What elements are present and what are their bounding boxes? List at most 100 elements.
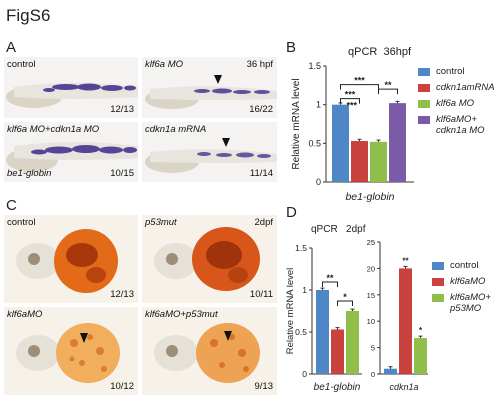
embryo-stain-image [154,323,260,383]
panel-c-photo-klf6a-mo: klf6aMO 10/12 [4,307,138,395]
legend-swatch [418,68,430,76]
photo-label: control [7,217,36,228]
x-axis-label: be1-globin [345,191,394,202]
photo-label: klf6a MO [145,59,184,70]
photo-count: 12/13 [110,104,134,115]
arrowhead-icon [224,331,232,341]
photo-label: cdkn1a mRNA [145,124,207,135]
legend-label: klf6aMO+ [436,114,477,125]
photo-label: p53mut [145,217,177,228]
y-tick-label: 15 [367,291,375,300]
legend-label: control [450,260,479,271]
chart-b-title: qPCR 36hpf [348,46,411,58]
bar [331,329,344,374]
chart-d-title: qPCR 2dpf [311,224,366,235]
significance-bracket [340,84,379,90]
y-tick-label: 0 [302,369,307,379]
photo-tag: 2dpf [254,217,274,228]
photo-count: 16/22 [249,104,273,115]
legend-item: klf6a MO [418,98,474,109]
legend-swatch [418,100,430,108]
bar [399,268,412,374]
x-axis-label: be1-globin [314,382,361,393]
chart-b-title-left: qPCR [348,46,378,58]
chart-b-title-right: 36hpf [383,46,411,58]
legend-label: cdkn1amRNA [436,82,495,93]
bar [384,368,397,374]
y-tick-label: 20 [367,264,375,273]
panel-a-photo-klf6a-cdkn1a: klf6a MO+cdkn1a MO be1-globin 10/15 [4,122,138,182]
chart-d-title-right: 2dpf [346,224,366,235]
legend-swatch [418,116,430,124]
significance-bracket [337,300,353,306]
x-axis-label: cdkn1a [389,382,418,392]
panel-letter-a: A [6,39,17,56]
legend-item: control [432,260,479,271]
legend-item: klf6aMO+ cdkn1a MO [418,114,485,136]
legend-item: control [418,66,465,77]
y-tick-label: 0 [316,177,321,187]
y-tick-label: 5 [371,344,375,353]
photo-count: 12/13 [110,289,134,300]
y-axis-label: Relative mRNA level [286,268,296,355]
panel-c-photo-p53mut: p53mut 2dpf 10/11 [142,215,277,303]
significance-bracket [322,281,338,287]
significance-label: ** [384,80,392,90]
bar [316,290,329,374]
y-tick-label: 1 [316,100,321,110]
significance-bracket [340,98,360,104]
y-axis-label: Relative mRNA level [291,78,302,169]
figure-title: FigS6 [6,6,51,25]
y-tick-label: 1.5 [295,243,307,253]
significance-label: ** [326,273,334,283]
arrowhead-icon [80,333,88,343]
y-tick-label: 1.5 [308,61,321,71]
panel-letter-b: B [286,39,297,56]
photo-count: 10/12 [110,381,134,392]
embryo-stain-image [16,229,118,293]
y-tick-label: 0 [371,370,375,379]
bar [351,141,368,182]
significance-label: *** [354,76,365,86]
significance-label: * [343,292,347,302]
photo-gene-label: be1-globin [7,168,52,179]
bar [332,104,349,182]
legend-swatch [432,294,444,302]
legend-item: klf6aMO+ p53MO [432,292,491,314]
legend-swatch [418,84,430,92]
photo-label: control [7,59,36,70]
significance-label: *** [345,90,356,100]
legend-label: klf6a MO [436,98,475,109]
legend-item: klf6aMO [432,276,485,287]
panel-a-photo-cdkn1a-mrna: cdkn1a mRNA 11/14 [142,122,277,182]
legend-item: cdkn1amRNA [418,82,495,93]
embryo-stain-image [6,142,138,172]
y-tick-label: 0.5 [308,138,321,148]
legend-label-line2: p53MO [450,303,482,314]
photo-label: klf6aMO [7,309,43,320]
bar [389,103,406,182]
panel-letter-d: D [286,204,297,221]
y-tick-label: 25 [367,238,375,247]
embryo-stain-image [6,83,138,108]
legend-label: control [436,66,465,77]
significance-label: * [419,326,423,335]
panel-c-photo-control: control 12/13 [4,215,138,303]
photo-tag: 36 hpf [246,59,273,70]
panel-c-photo-klf6a-p53mut: klf6aMO+p53mut 9/13 [142,307,277,395]
legend-label: klf6aMO+ [450,292,491,303]
panel-letter-c: C [6,197,17,214]
photo-count: 9/13 [254,381,274,392]
bar [370,141,387,182]
arrowhead-icon [214,75,222,84]
panel-a-photo-control: control 12/13 [4,57,138,118]
legend-label: klf6aMO [450,276,486,287]
legend-swatch [432,262,444,270]
y-tick-label: 0.5 [295,327,307,337]
significance-bracket [378,88,398,95]
photo-count: 10/11 [249,289,273,300]
bar [346,311,359,374]
